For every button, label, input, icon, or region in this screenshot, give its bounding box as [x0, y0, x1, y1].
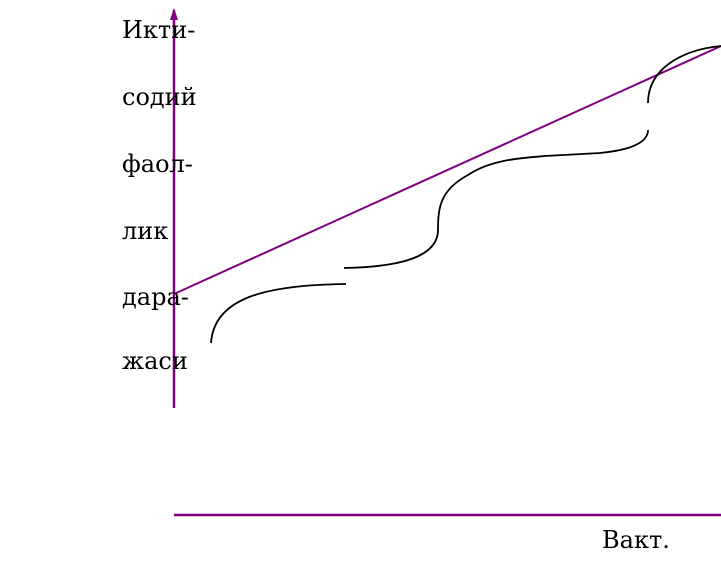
y-axis-label-line-1: Икти-: [122, 16, 196, 44]
curve-segment-1: [210, 283, 347, 344]
y-axis-label-line-5: дара-: [122, 283, 189, 311]
curve-segment-3: [647, 45, 721, 104]
y-axis-label-line-4: лик: [122, 217, 169, 245]
y-axis-label-line-6: жаси: [122, 347, 188, 375]
y-axis-label-line-3: фаол-: [122, 150, 193, 178]
curve-segment-2: [343, 129, 649, 269]
y-axis-arrow-icon: [170, 8, 178, 20]
x-axis-label: Вакт.: [602, 526, 670, 554]
trend-line: [173, 45, 721, 295]
y-axis-label-line-2: содий: [122, 83, 197, 111]
